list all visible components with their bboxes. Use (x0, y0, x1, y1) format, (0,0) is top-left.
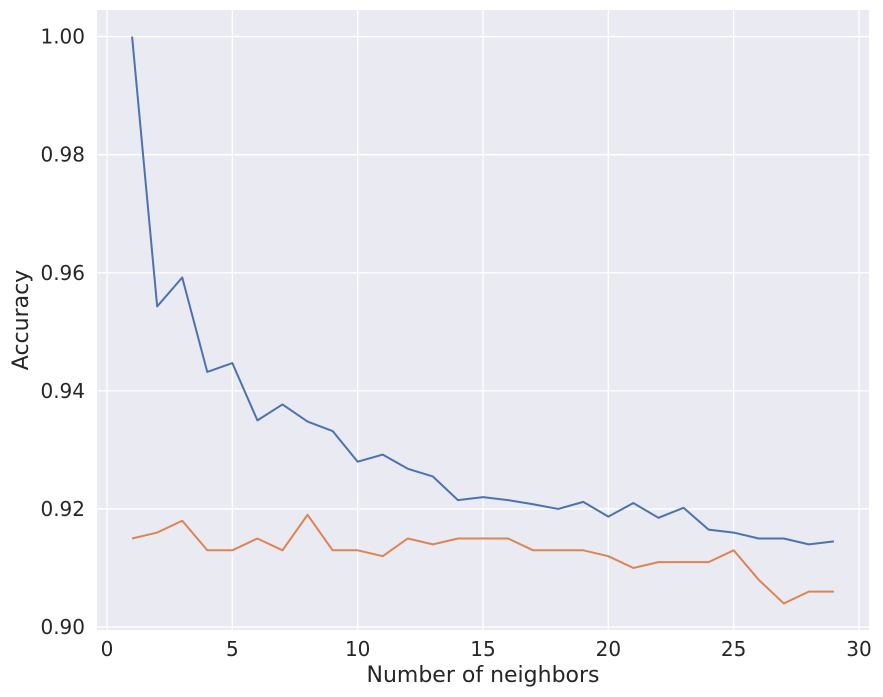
series-lines (131, 36, 835, 605)
x-tick-label: 20 (596, 637, 621, 661)
x-tick-labels: 0 5 10 15 20 25 30 (101, 637, 872, 661)
x-axis-label: Number of neighbors (367, 663, 600, 688)
y-axis-label: Accuracy (9, 270, 34, 370)
y-tick-label: 0.98 (40, 143, 85, 167)
x-tick-label: 10 (345, 637, 370, 661)
x-tick-label: 25 (721, 637, 746, 661)
y-tick-label: 0.90 (40, 615, 85, 639)
x-tick-label: 5 (226, 637, 239, 661)
y-tick-label: 1.00 (40, 25, 85, 49)
grid-lines (97, 10, 869, 630)
y-tick-label: 0.92 (40, 497, 85, 521)
x-tick-label: 0 (101, 637, 114, 661)
y-tick-label: 0.96 (40, 261, 85, 285)
x-tick-label: 30 (846, 637, 871, 661)
series-line-1 (131, 36, 835, 546)
x-tick-label: 15 (470, 637, 495, 661)
y-tick-labels: 0.90 0.92 0.94 0.96 0.98 1.00 (40, 25, 85, 639)
y-tick-label: 0.94 (40, 379, 85, 403)
series-line-2 (131, 513, 834, 605)
